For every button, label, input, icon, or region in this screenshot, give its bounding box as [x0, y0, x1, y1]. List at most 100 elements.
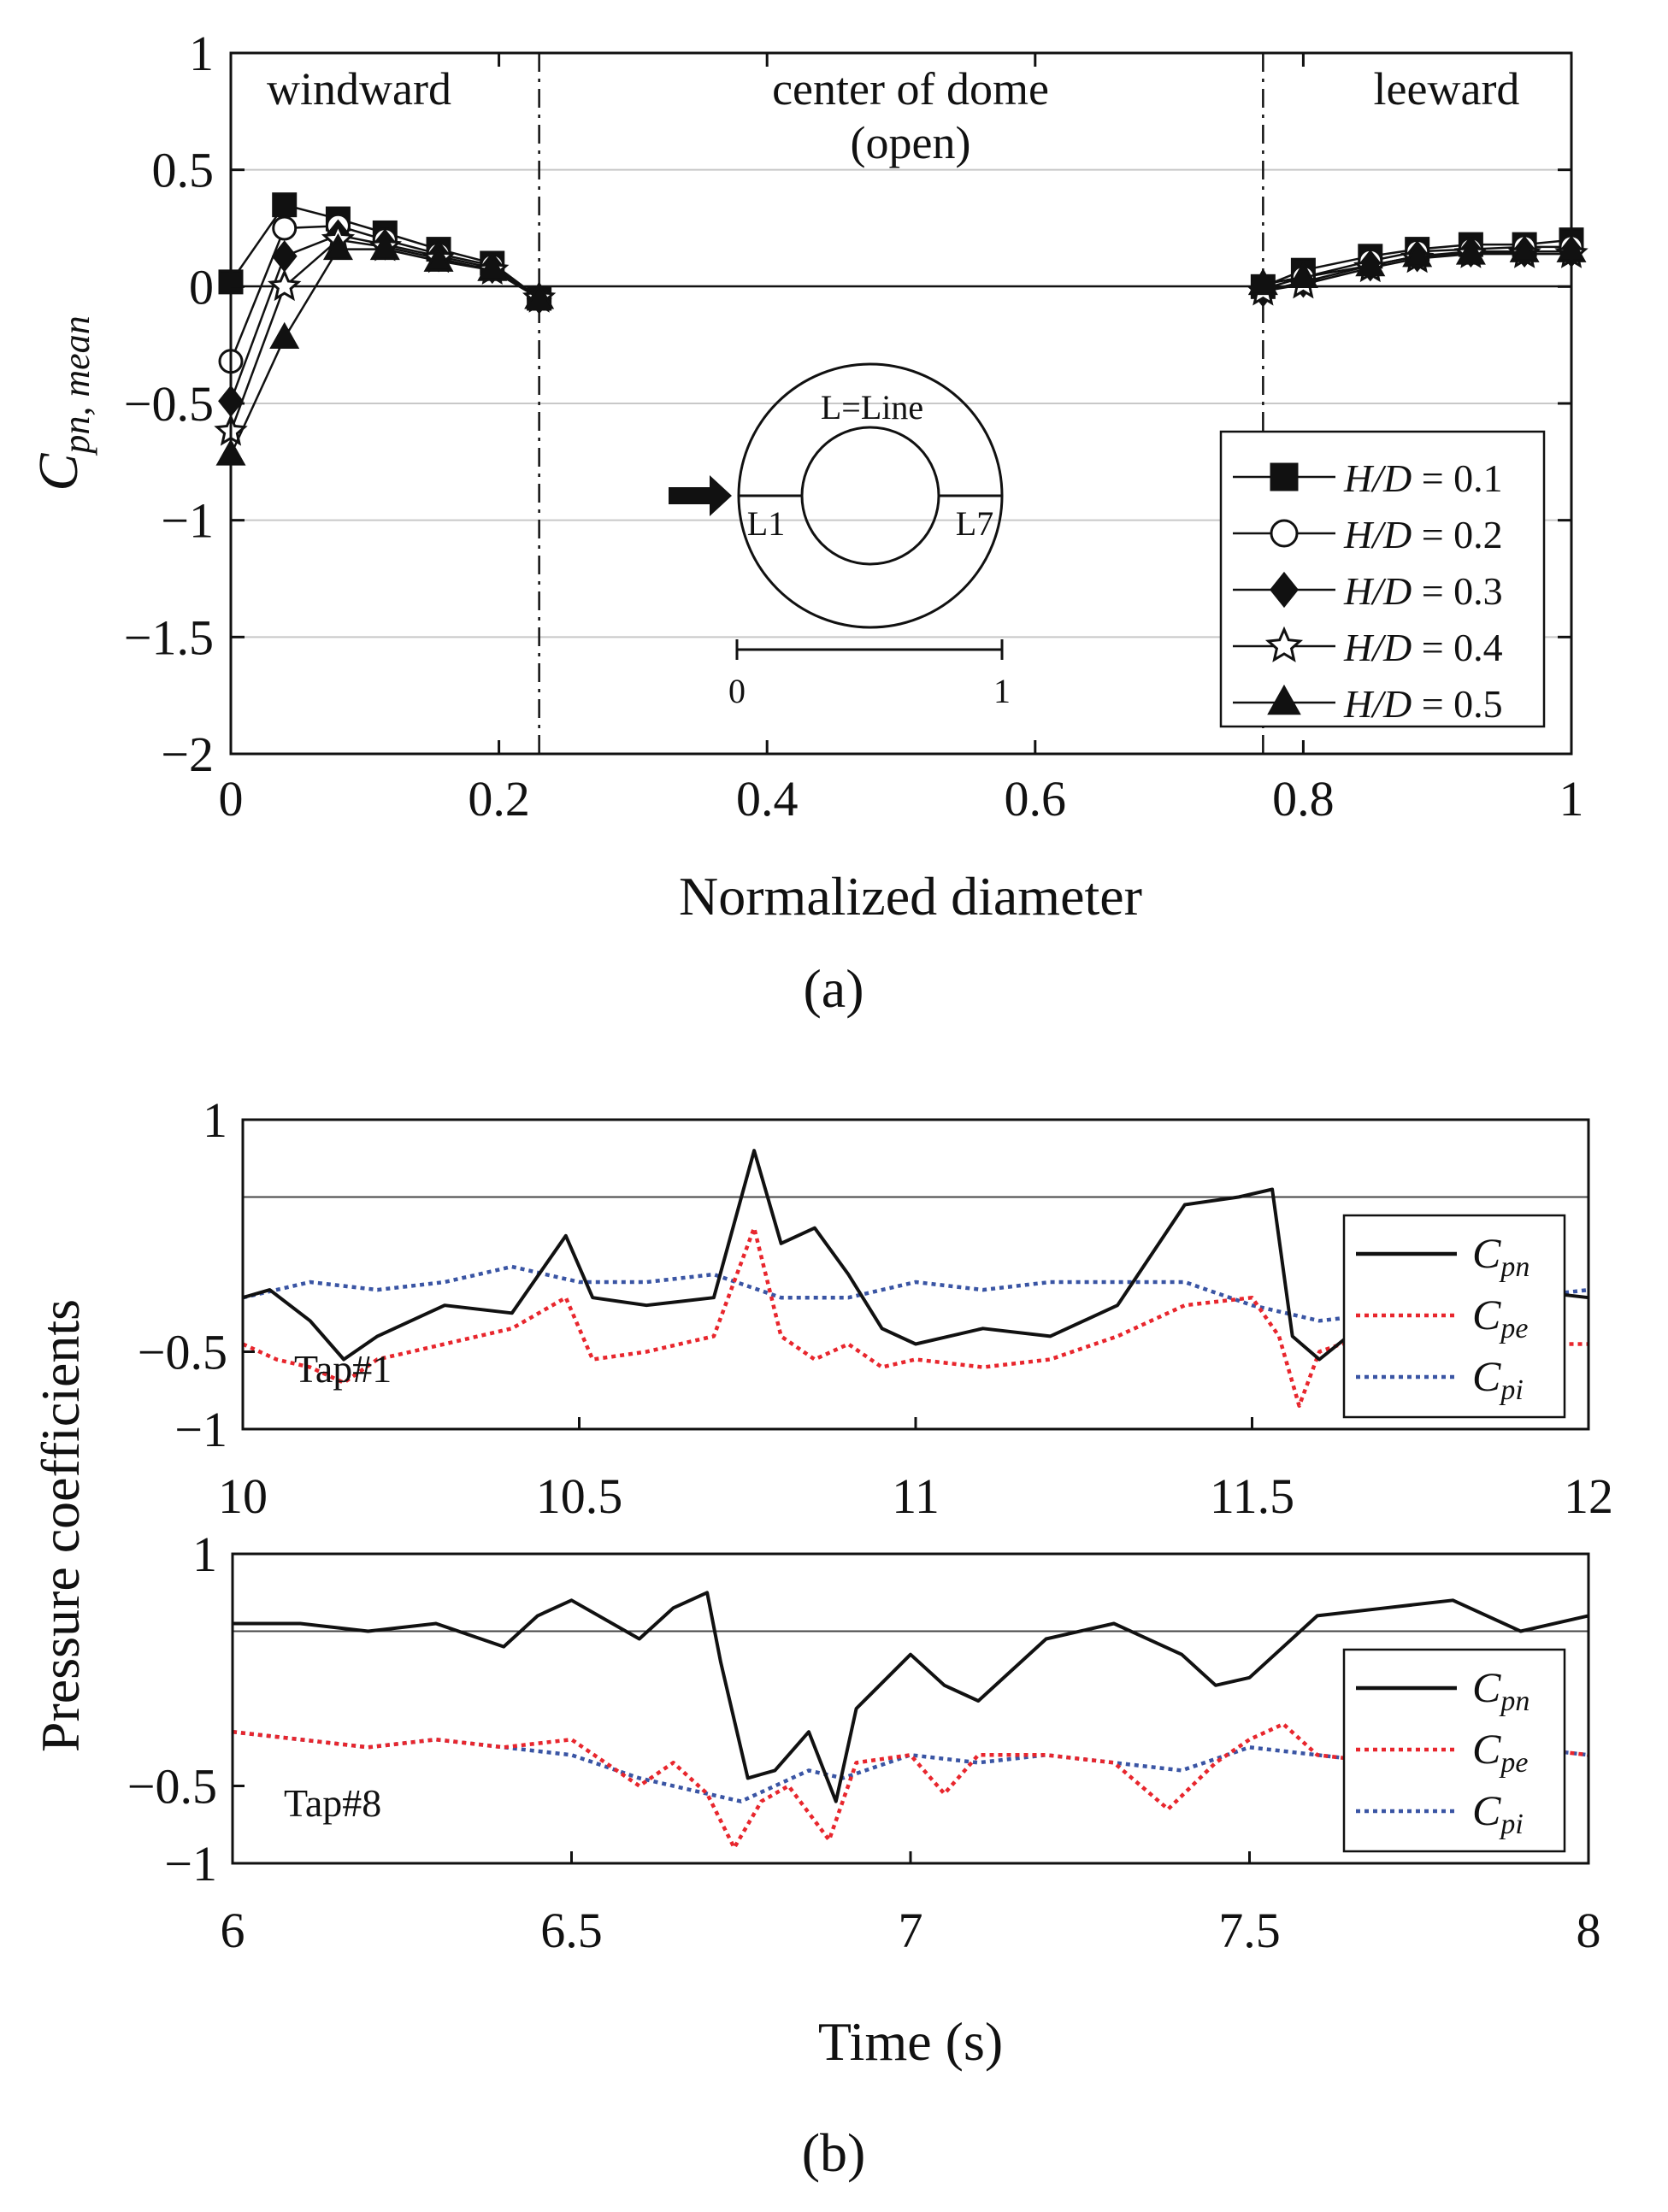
a-x-tick-label: 0.4 [736, 771, 799, 827]
a-legend-marker [1270, 462, 1299, 491]
b-x-tick-label: 8 [1577, 1903, 1601, 1958]
a-y-tick-label: −1 [161, 493, 214, 549]
inset-scale-end: 1 [993, 672, 1011, 710]
a-legend-marker [1270, 519, 1299, 548]
region-label-windward: windward [267, 63, 451, 115]
a-legend-label-prefix: H/D [1343, 682, 1412, 726]
a-legend-label: H/D = 0.3 [1343, 569, 1503, 613]
b-x-tick-label: 7 [899, 1903, 923, 1958]
b-legend-label: Cpe [1472, 1725, 1528, 1779]
caption-a: (a) [803, 958, 863, 1019]
a-legend-label-value: = 0.5 [1412, 682, 1502, 726]
a-y-tick-label: −0.5 [124, 376, 214, 432]
b-series-pn-line [242, 1149, 1589, 1362]
a-legend-label-value: = 0.3 [1412, 569, 1502, 613]
a-legend-label: H/D = 0.2 [1343, 513, 1503, 556]
b-legend-label-sub: pi [1499, 1374, 1523, 1406]
b-legend-label-sub: pn [1499, 1251, 1529, 1283]
inset-scale-start: 0 [728, 672, 746, 710]
a-y-tick-label: 0.5 [152, 143, 215, 198]
b-tap-label: Tap#1 [294, 1347, 392, 1391]
a-data-point [524, 282, 555, 309]
b-x-tick-label: 11.5 [1210, 1468, 1294, 1524]
b-legend-label-sub: pn [1499, 1685, 1529, 1717]
caption-b: (b) [802, 2122, 866, 2183]
b-legend-label-sub: pi [1499, 1809, 1523, 1840]
a-y-tick-label: −2 [161, 727, 214, 782]
b-series-pe-line [232, 1721, 1589, 1850]
b-y-tick-label: −0.5 [138, 1325, 227, 1380]
a-y-tick-label: −1.5 [124, 609, 214, 665]
b-series-pn-line [233, 1591, 1589, 1803]
region-label-open: (open) [851, 117, 971, 168]
b-x-tick-label: 12 [1564, 1468, 1613, 1524]
a-data-point [267, 268, 302, 302]
b-legend-label-main: C [1472, 1786, 1501, 1834]
a-y-ticks: −2 −1.5 −1 −0.5 0 0.5 1 [124, 26, 1571, 782]
a-x-ticks: 0 0.2 0.4 0.6 0.8 1 [219, 53, 1584, 827]
a-data-point [1247, 268, 1278, 296]
a-series-circle [218, 213, 1584, 374]
a-data-point [1288, 261, 1318, 288]
a-data-point [1402, 240, 1433, 268]
a-legend-items: H/D = 0.1H/D = 0.2H/D = 0.3H/D = 0.4H/D … [1233, 456, 1503, 726]
b-legend-label-main: C [1472, 1352, 1501, 1400]
inset-label-line: L=Line [821, 388, 923, 427]
b-legend-label: Cpi [1472, 1352, 1524, 1406]
b-y-tick-label: −1 [164, 1836, 217, 1891]
region-label-leeward: leeward [1374, 63, 1520, 115]
region-label-center: center of dome [772, 63, 1049, 115]
a-legend-label-value: = 0.2 [1412, 513, 1502, 556]
a-y-axis-label-sub: pn, mean [56, 315, 97, 456]
b-x-tick-label: 7.5 [1218, 1903, 1281, 1958]
b-legend-box [1342, 1648, 1566, 1853]
a-y-tick-label: 0 [189, 259, 214, 315]
wind-arrow-icon [669, 475, 732, 516]
dome-inset: L=Line L1 L7 0 1 [669, 362, 1011, 710]
a-x-tick-label: 1 [1559, 771, 1584, 827]
b-legend-label-main: C [1472, 1291, 1501, 1338]
a-y-axis-label-main: C [27, 453, 90, 491]
a-data-point [1509, 235, 1540, 262]
b-x-axis-label: Time (s) [818, 2011, 1003, 2072]
b-y-tick-label: −1 [174, 1402, 227, 1457]
a-data-point [1355, 250, 1386, 277]
a-legend-label-value: = 0.1 [1412, 456, 1502, 500]
b-legend-label-sub: pe [1499, 1747, 1528, 1779]
b-x-tick-label: 6.5 [540, 1903, 603, 1958]
a-legend: H/D = 0.1H/D = 0.2H/D = 0.3H/D = 0.4H/D … [1219, 430, 1546, 728]
inset-label-l1: L1 [747, 504, 785, 543]
a-legend-label-prefix: H/D [1343, 626, 1412, 669]
a-data-point [272, 215, 298, 241]
b-y-tick-label: 1 [203, 1092, 227, 1148]
a-legend-label: H/D = 0.1 [1343, 456, 1503, 500]
a-data-point [269, 321, 300, 350]
b-legend-label: Cpe [1472, 1291, 1528, 1344]
a-legend-label: H/D = 0.4 [1343, 626, 1503, 669]
b-x-tick-label: 10.5 [536, 1468, 623, 1524]
b-legend-label: Cpn [1472, 1663, 1529, 1717]
b-x-tick-label: 6 [221, 1903, 245, 1958]
a-series-triangle [215, 232, 1587, 466]
b-legend-label-main: C [1472, 1663, 1501, 1711]
b-x-tick-label: 10 [218, 1468, 268, 1524]
a-data-point [272, 192, 298, 218]
inset-inner-circle [800, 426, 940, 566]
panel-a: −2 −1.5 −1 −0.5 0 0.5 1 0 0.2 0.4 0.6 0.8 1 windwar… [27, 26, 1588, 1019]
a-x-tick-label: 0.8 [1272, 771, 1335, 827]
a-legend-marker [1270, 571, 1299, 609]
b-tap-label: Tap#8 [284, 1781, 381, 1825]
a-x-tick-label: 0.6 [1005, 771, 1067, 827]
a-series [214, 192, 1588, 466]
a-x-axis-label: Normalized diameter [679, 866, 1142, 927]
b-y-tick-label: −0.5 [127, 1759, 217, 1815]
a-legend-marker [1267, 684, 1301, 715]
a-legend-label-prefix: H/D [1343, 456, 1412, 500]
b-legend-label: Cpn [1472, 1229, 1529, 1283]
a-data-point [423, 244, 454, 272]
